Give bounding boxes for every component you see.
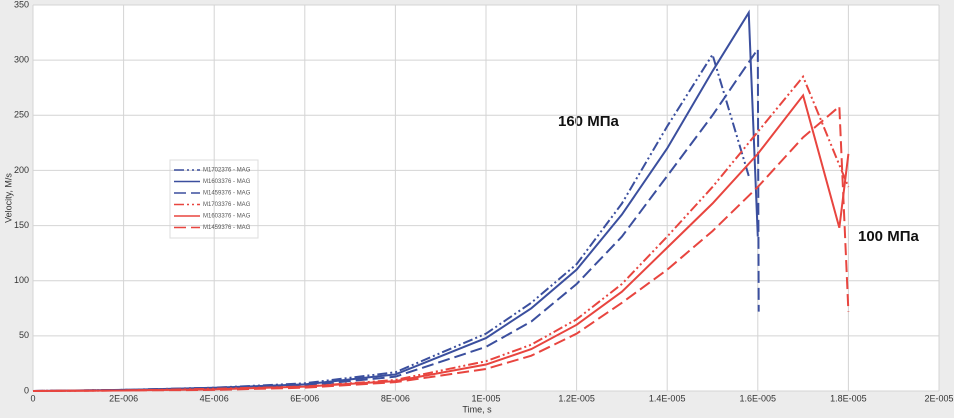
x-tick-label: 1E-005 [471,393,500,403]
legend-label: M1603376 - MAG [203,214,251,220]
x-tick-label: 1.2E-005 [558,393,595,403]
x-tick-label: 1.4E-005 [649,393,686,403]
y-tick-label: 50 [19,330,29,340]
annotation: 100 МПа [858,228,919,245]
y-tick-label: 350 [14,0,29,9]
y-tick-label: 300 [14,55,29,65]
x-tick-label: 1.8E-005 [830,393,867,403]
x-tick-label: 6E-006 [290,393,319,403]
legend-label: M1603376 - MAG [203,179,251,185]
legend-label: M1702376 - MAG [203,168,251,174]
x-tick-label: 1.6E-005 [740,393,777,403]
annotation: 160 МПа [558,113,619,130]
y-tick-label: 200 [14,165,29,175]
y-tick-label: 150 [14,220,29,230]
legend-label: M1703376 - MAG [203,202,251,208]
series-line [32,9,759,392]
y-tick-label: 0 [24,385,29,395]
legend-label: M1459376 - MAG [203,191,251,197]
y-tick-label: 250 [14,110,29,120]
x-tick-label: 2E-005 [924,393,953,403]
x-tick-label: 0 [30,393,35,403]
y-axis-label: Velocity, M/s [3,173,13,223]
x-tick-label: 4E-006 [200,393,229,403]
series-line [32,104,850,392]
legend-label: M1459376 - MAG [203,225,251,231]
x-tick-label: 8E-006 [381,393,410,403]
y-tick-label: 100 [14,275,29,285]
x-axis-label: Time, s [462,404,492,414]
x-tick-label: 2E-006 [109,393,138,403]
series-line [32,74,850,392]
